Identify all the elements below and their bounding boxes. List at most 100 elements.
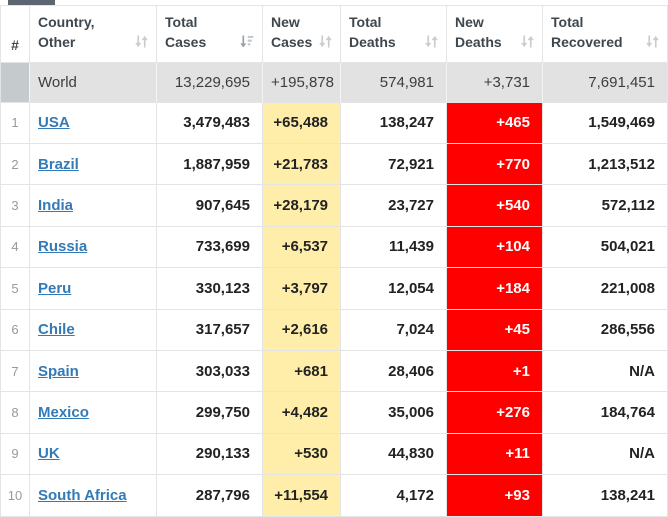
country-cell: Spain <box>30 350 157 393</box>
total-cases-cell: 907,645 <box>157 185 263 227</box>
column-label-country: Country, Other <box>38 14 95 51</box>
column-header-country[interactable]: Country, Other <box>30 5 157 63</box>
total-cases-cell: 299,750 <box>157 392 263 434</box>
country-link[interactable]: Russia <box>38 238 88 256</box>
column-header-total-recovered[interactable]: Total Recovered <box>543 5 668 63</box>
rank-cell: 2 <box>0 143 30 186</box>
rank-cell: 4 <box>0 226 30 269</box>
new-cases-cell: +681 <box>263 350 341 393</box>
total-deaths-cell: 7,024 <box>341 309 447 351</box>
table-body: World 13,229,695 +195,878 574,981 +3,731… <box>0 62 668 517</box>
column-label-new-cases: New Cases <box>271 14 313 51</box>
world-total-deaths-cell: 574,981 <box>341 62 447 103</box>
country-link[interactable]: UK <box>38 445 60 463</box>
country-cell: USA <box>30 102 157 144</box>
country-link[interactable]: Mexico <box>38 404 89 422</box>
rank-cell: 9 <box>0 433 30 476</box>
total-recovered-cell: 572,112 <box>543 185 668 227</box>
new-deaths-cell: +184 <box>447 268 543 310</box>
total-recovered-cell: 286,556 <box>543 309 668 351</box>
total-cases-cell: 290,133 <box>157 433 263 476</box>
country-row: 4 Russia 733,699 +6,537 11,439 +104 504,… <box>0 226 668 269</box>
total-deaths-cell: 4,172 <box>341 475 447 517</box>
country-row: 3 India 907,645 +28,179 23,727 +540 572,… <box>0 185 668 227</box>
new-deaths-cell: +11 <box>447 433 543 476</box>
country-row: 2 Brazil 1,887,959 +21,783 72,921 +770 1… <box>0 143 668 186</box>
sort-both-arrows-icon <box>517 35 534 51</box>
country-row: 7 Spain 303,033 +681 28,406 +1 N/A <box>0 350 668 393</box>
total-cases-cell: 3,479,483 <box>157 102 263 144</box>
new-deaths-cell: +276 <box>447 392 543 434</box>
country-link[interactable]: India <box>38 197 74 215</box>
new-deaths-cell: +45 <box>447 309 543 351</box>
country-cell: South Africa <box>30 475 157 517</box>
new-deaths-cell: +540 <box>447 185 543 227</box>
country-row: 8 Mexico 299,750 +4,482 35,006 +276 184,… <box>0 392 668 434</box>
country-row: 5 Peru 330,123 +3,797 12,054 +184 221,00… <box>0 268 668 310</box>
sort-both-arrows-icon <box>642 35 659 51</box>
column-header-total-cases[interactable]: Total Cases <box>157 5 263 63</box>
country-row: 9 UK 290,133 +530 44,830 +11 N/A <box>0 433 668 476</box>
total-recovered-cell: 504,021 <box>543 226 668 269</box>
total-cases-cell: 303,033 <box>157 350 263 393</box>
active-tab-remnant[interactable] <box>8 0 55 5</box>
column-header-new-cases[interactable]: New Cases <box>263 5 341 63</box>
total-cases-cell: 1,887,959 <box>157 143 263 186</box>
world-new-deaths-cell: +3,731 <box>447 62 543 103</box>
world-new-cases-cell: +195,878 <box>263 62 341 103</box>
table-header-row: # Country, Other Total Cases <box>0 5 668 63</box>
new-cases-cell: +3,797 <box>263 268 341 310</box>
country-cell: Russia <box>30 226 157 269</box>
world-total-cases-cell: 13,229,695 <box>157 62 263 103</box>
total-deaths-cell: 35,006 <box>341 392 447 434</box>
sort-both-arrows-icon <box>421 35 438 51</box>
column-label-total-deaths: Total Deaths <box>349 14 396 51</box>
new-cases-cell: +4,482 <box>263 392 341 434</box>
rank-cell: 1 <box>0 102 30 144</box>
total-cases-cell: 733,699 <box>157 226 263 269</box>
new-deaths-cell: +104 <box>447 226 543 269</box>
world-name-cell: World <box>30 62 157 103</box>
country-link[interactable]: USA <box>38 114 70 132</box>
column-label-rank: # <box>11 36 19 53</box>
country-link[interactable]: Spain <box>38 362 79 380</box>
country-link[interactable]: Chile <box>38 321 75 339</box>
sort-descending-icon <box>236 35 254 51</box>
country-cell: Peru <box>30 268 157 310</box>
new-cases-cell: +2,616 <box>263 309 341 351</box>
total-recovered-cell: 1,213,512 <box>543 143 668 186</box>
country-link[interactable]: Peru <box>38 279 72 297</box>
new-cases-cell: +11,554 <box>263 475 341 517</box>
country-row: 10 South Africa 287,796 +11,554 4,172 +9… <box>0 475 668 517</box>
total-recovered-cell: 184,764 <box>543 392 668 434</box>
country-cell: UK <box>30 433 157 476</box>
country-link[interactable]: Brazil <box>38 155 79 173</box>
new-cases-cell: +21,783 <box>263 143 341 186</box>
total-cases-cell: 287,796 <box>157 475 263 517</box>
total-deaths-cell: 44,830 <box>341 433 447 476</box>
new-cases-cell: +28,179 <box>263 185 341 227</box>
rank-cell: 6 <box>0 309 30 351</box>
world-summary-row: World 13,229,695 +195,878 574,981 +3,731… <box>0 62 668 103</box>
column-label-total-cases: Total Cases <box>165 14 207 51</box>
rank-cell: 7 <box>0 350 30 393</box>
new-deaths-cell: +93 <box>447 475 543 517</box>
total-recovered-cell: 221,008 <box>543 268 668 310</box>
rank-cell: 10 <box>0 475 30 517</box>
new-cases-cell: +530 <box>263 433 341 476</box>
country-cell: Chile <box>30 309 157 351</box>
total-recovered-cell: 138,241 <box>543 475 668 517</box>
column-header-total-deaths[interactable]: Total Deaths <box>341 5 447 63</box>
total-recovered-cell: N/A <box>543 433 668 476</box>
column-header-new-deaths[interactable]: New Deaths <box>447 5 543 63</box>
country-cell: India <box>30 185 157 227</box>
country-row: 6 Chile 317,657 +2,616 7,024 +45 286,556 <box>0 309 668 351</box>
new-cases-cell: +6,537 <box>263 226 341 269</box>
country-cell: Mexico <box>30 392 157 434</box>
sort-both-arrows-icon <box>131 35 148 51</box>
total-deaths-cell: 11,439 <box>341 226 447 269</box>
total-deaths-cell: 138,247 <box>341 102 447 144</box>
total-cases-cell: 330,123 <box>157 268 263 310</box>
country-link[interactable]: South Africa <box>38 486 127 504</box>
rank-cell: 3 <box>0 185 30 227</box>
